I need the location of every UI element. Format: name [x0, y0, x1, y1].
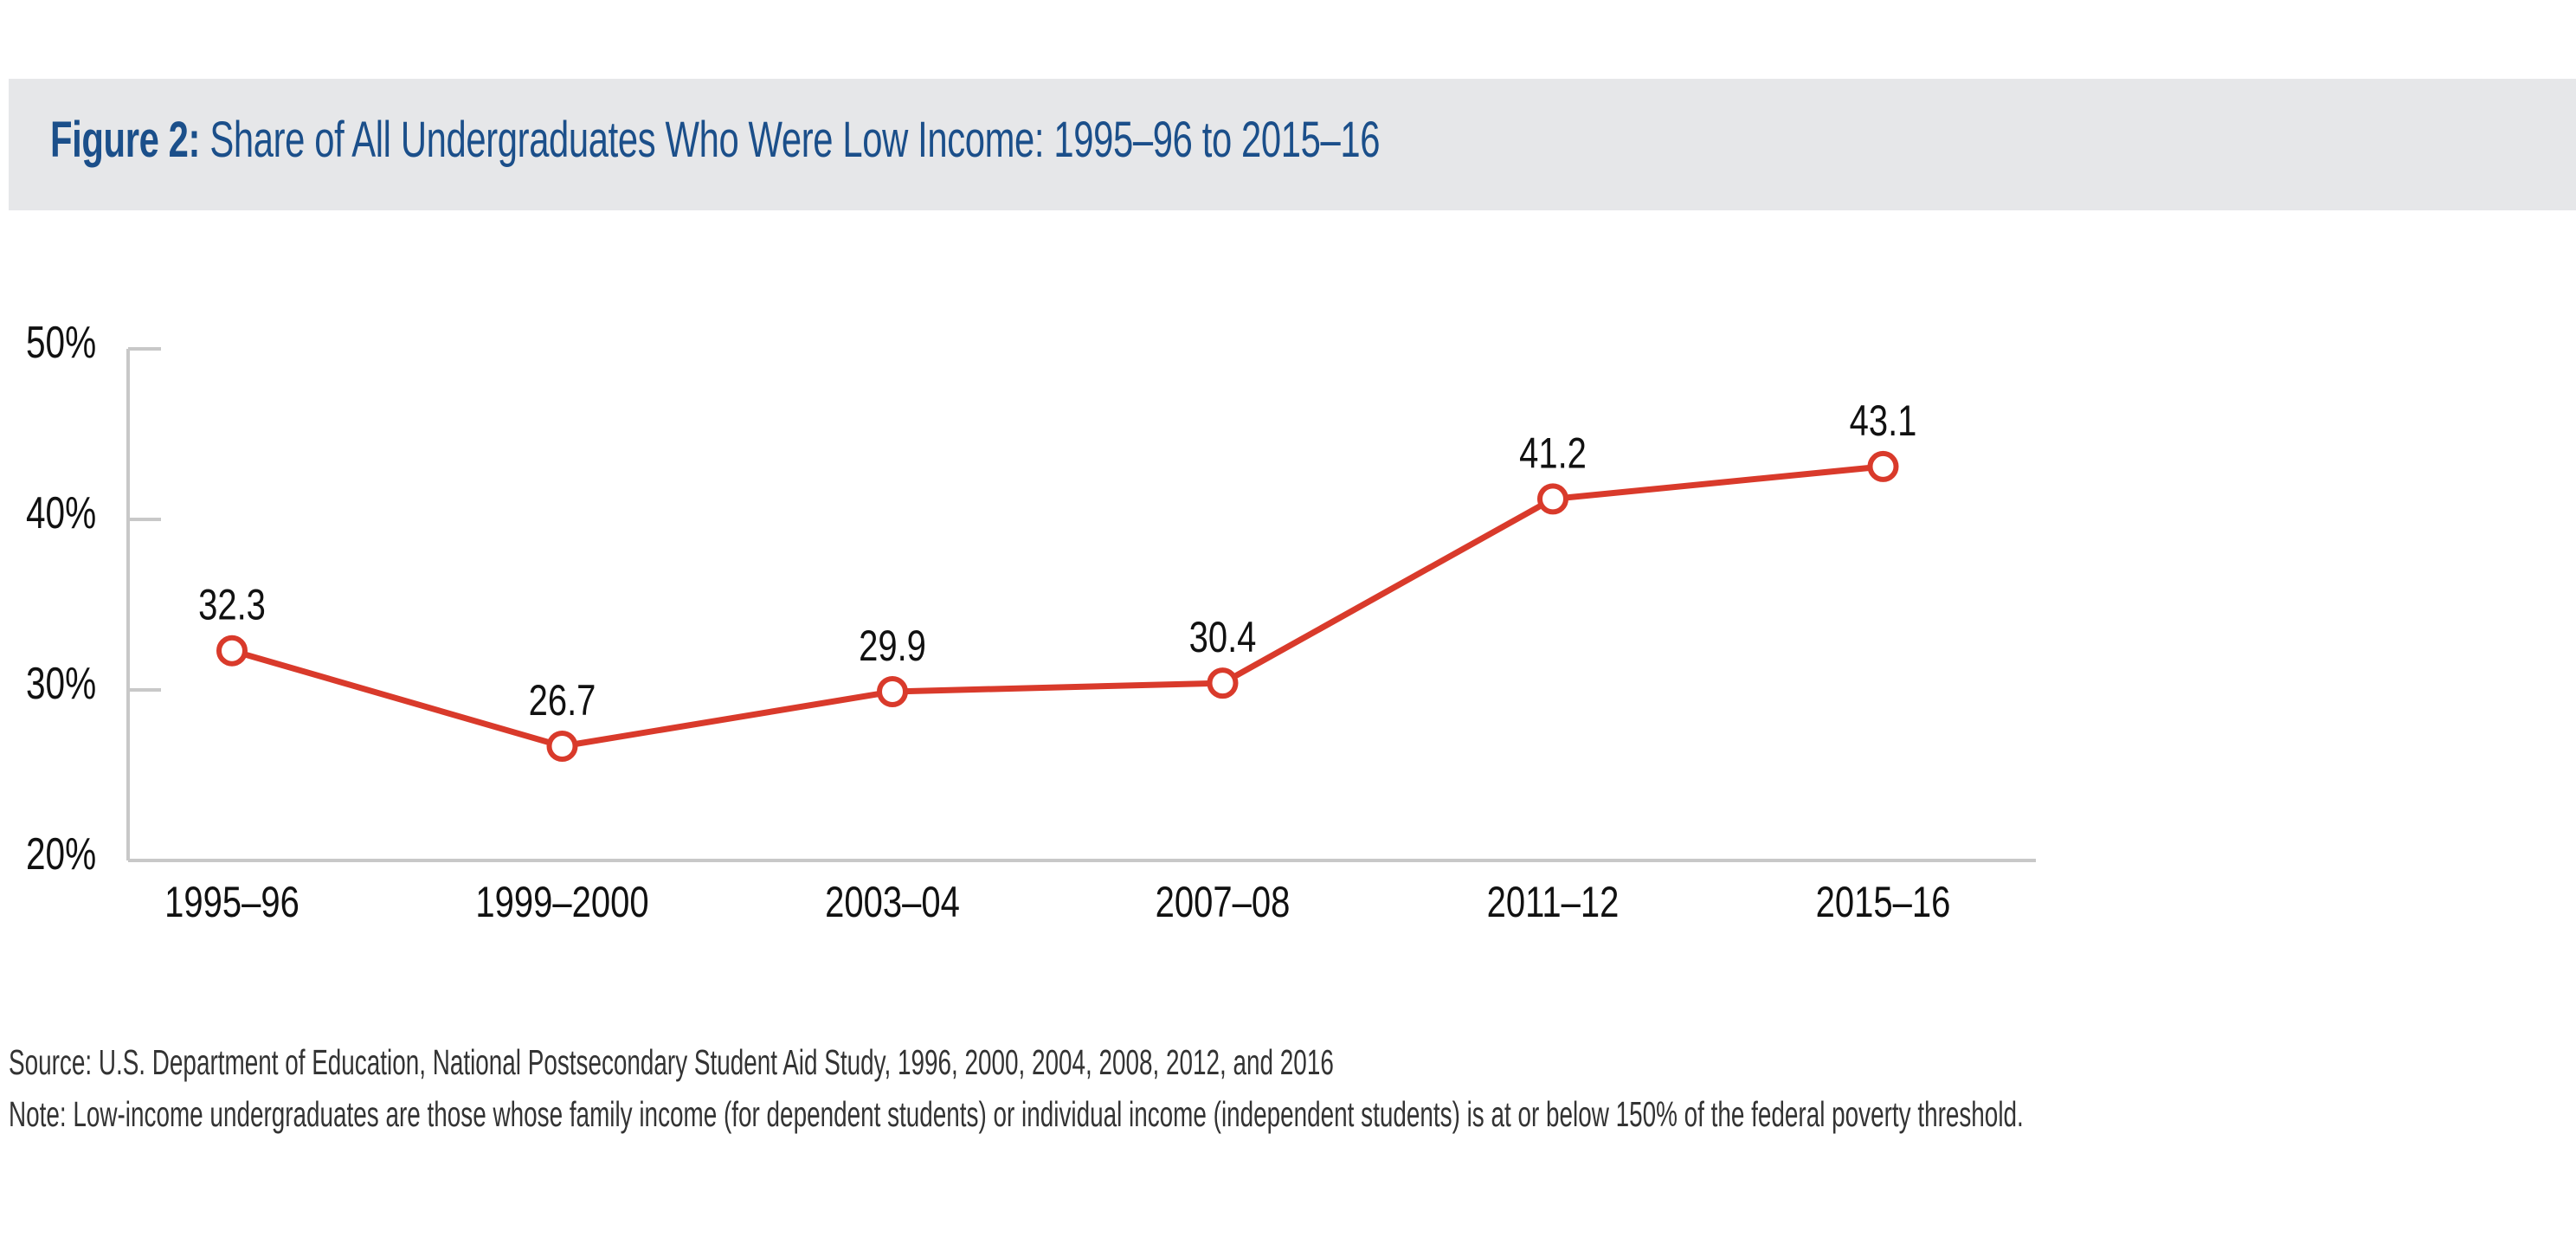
data-point [1537, 483, 1568, 515]
y-tick-label: 40% [26, 487, 96, 538]
y-tick-label: 20% [26, 828, 96, 879]
data-labels: 32.3 26.7 29.9 30.4 41.2 43.1 [198, 396, 1916, 725]
x-axis-ticks: 1995–96 1999–2000 2003–04 2007–08 2011–12 201… [164, 878, 1950, 926]
data-point [1867, 450, 1899, 482]
data-point [1207, 667, 1239, 699]
chart-title: Figure 2: Share of All Undergraduates Wh… [50, 111, 1380, 169]
figure-number: Figure 2: [50, 112, 201, 168]
x-tick-label: 2015–16 [1816, 878, 1951, 926]
x-tick-label: 2007–08 [1156, 878, 1291, 926]
definition-note: Note: Low-income undergraduates are thos… [9, 1094, 2024, 1134]
data-label: 43.1 [1850, 396, 1917, 445]
data-label: 32.3 [198, 580, 266, 628]
data-point [546, 731, 578, 763]
series-line [231, 463, 1884, 750]
figure-title: Share of All Undergraduates Who Were Low… [200, 112, 1381, 168]
data-label: 29.9 [859, 622, 926, 670]
source-note: Source: U.S. Department of Education, Na… [9, 1042, 1334, 1082]
title-band [9, 79, 2576, 210]
data-label: 41.2 [1519, 428, 1587, 477]
x-tick-label: 1995–96 [164, 878, 299, 926]
data-point [216, 635, 248, 667]
y-tick-label: 50% [26, 317, 96, 367]
footnotes: Source: U.S. Department of Education, Na… [9, 1036, 2024, 1140]
data-point [877, 675, 908, 707]
x-tick-label: 1999–2000 [475, 878, 648, 926]
data-label: 30.4 [1189, 613, 1257, 661]
axes [126, 349, 2036, 862]
x-tick-label: 2011–12 [1487, 878, 1620, 926]
x-tick-label: 2003–04 [825, 878, 960, 926]
data-label: 26.7 [529, 676, 596, 725]
y-axis-ticks: 20% 30% 40% 50% [26, 317, 161, 879]
series-low-income-share [216, 450, 1899, 763]
y-tick-label: 30% [26, 658, 96, 708]
